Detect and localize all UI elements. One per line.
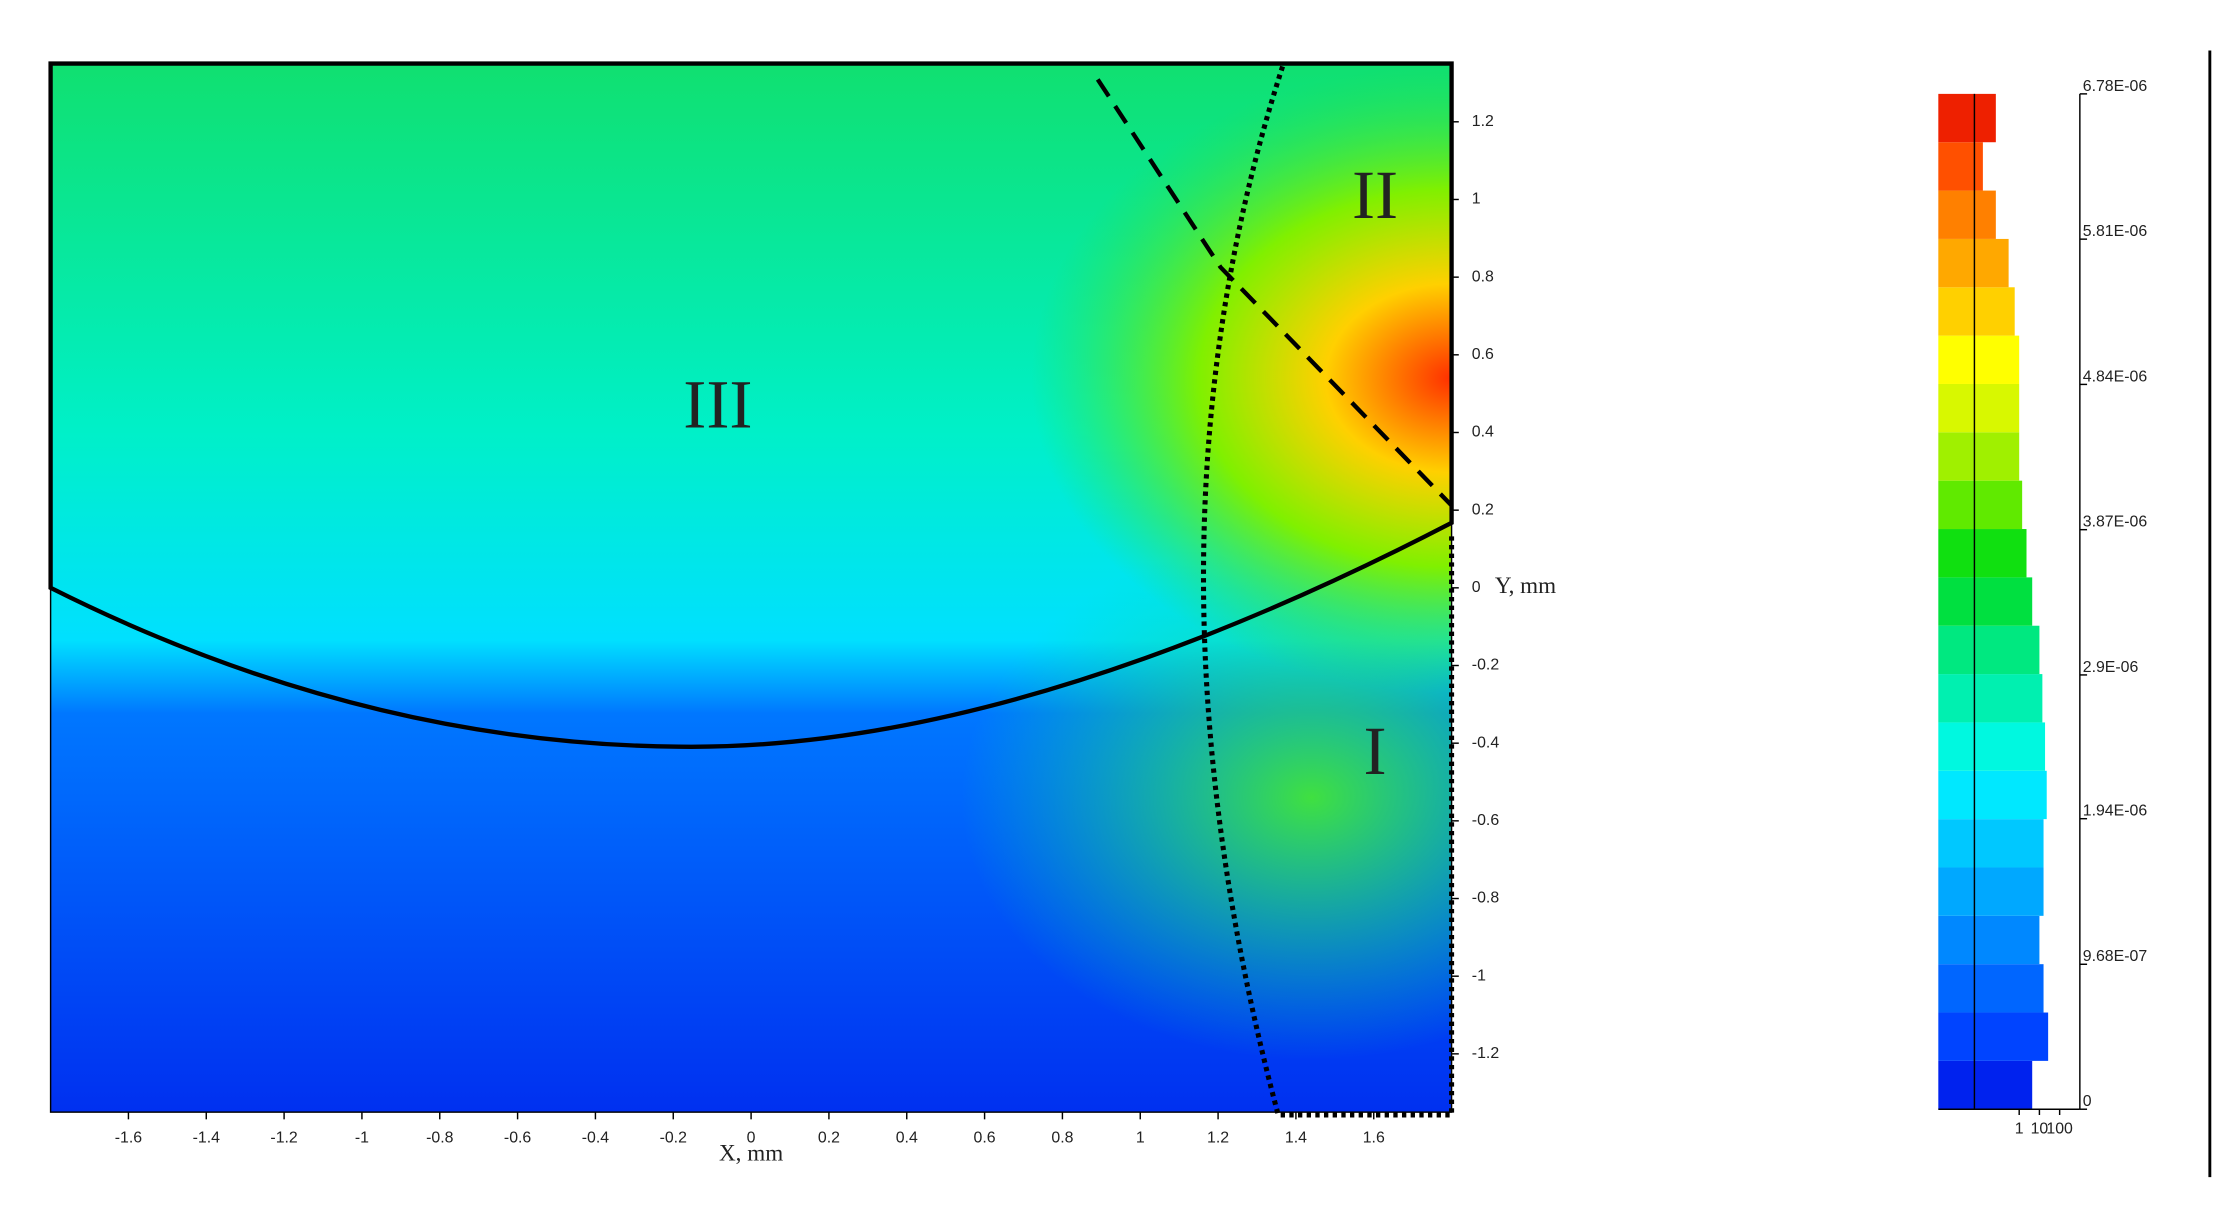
x-tick-label: 0.2	[818, 1129, 840, 1146]
colorbar-bar	[1938, 238, 2009, 288]
colorbar-bar	[1938, 480, 2023, 530]
x-tick-label: 1	[1136, 1129, 1145, 1146]
colorbar-tick-label: 5.81E-06	[2083, 223, 2148, 240]
x-tick-label: -0.4	[582, 1129, 610, 1146]
colorbar-bar	[1938, 529, 2027, 578]
x-tick-label: -1.2	[270, 1129, 298, 1146]
y-tick-label: 0.2	[1472, 501, 1494, 518]
colorbar-tick-label: 6.78E-06	[2083, 78, 2148, 95]
colorbar-bar	[1938, 335, 2020, 384]
x-tick-label: 1.6	[1363, 1129, 1385, 1146]
colorbar-tick-label: 2.9E-06	[2083, 659, 2139, 676]
colorbar-bar	[1938, 770, 2047, 820]
colorbar-bar	[1938, 625, 2040, 675]
x-tick-label: -0.8	[426, 1129, 454, 1146]
x-tick-label: 0.4	[896, 1129, 918, 1146]
colorbar-bar	[1938, 722, 2046, 771]
colorbar-bar	[1938, 577, 2033, 626]
colorbar-tick-label: 9.68E-07	[2083, 948, 2148, 965]
count-tick-label: 10	[2031, 1121, 2049, 1138]
region-boundary	[48, 61, 1454, 749]
x-tick-label: -0.6	[504, 1129, 532, 1146]
y-tick-label: 0.6	[1472, 346, 1494, 363]
dotted-boundary	[1200, 65, 1455, 1118]
x-axis-label: X, mm	[719, 1140, 783, 1166]
y-tick-label: 1	[1472, 191, 1481, 208]
colorbar-bar	[1938, 674, 2043, 723]
colorbar-bar	[1938, 915, 2040, 965]
count-tick-label: 100	[2046, 1121, 2073, 1138]
x-tick-label: -0.2	[660, 1129, 688, 1146]
y-axis-label: Y, mm	[1495, 572, 1556, 598]
y-tick-label: 0.4	[1472, 424, 1494, 441]
y-tick-label: 0	[1472, 579, 1481, 596]
colorbar-bar	[1938, 867, 2044, 916]
colorbar-bar	[1938, 1060, 2033, 1110]
y-tick-label: -0.2	[1472, 657, 1500, 674]
region-label: I	[1363, 712, 1386, 789]
y-tick-label: -0.4	[1472, 734, 1500, 751]
x-tick-label: 0.8	[1051, 1129, 1073, 1146]
y-tick-label: -0.6	[1472, 812, 1500, 829]
y-tick-label: 0.8	[1472, 268, 1494, 285]
colorbar-bar	[1938, 383, 2020, 433]
colorbar-bar	[1938, 1012, 2049, 1061]
colorbar-bar	[1938, 142, 1983, 191]
y-tick-label: -1	[1472, 967, 1486, 984]
x-tick-label: 1.4	[1285, 1129, 1307, 1146]
colorbar-bar	[1938, 432, 2020, 481]
x-tick-label: 0.6	[974, 1129, 996, 1146]
colorbar-tick-label: 4.84E-06	[2083, 368, 2148, 385]
colorbar-bar	[1938, 964, 2044, 1013]
colorbar-tick-label: 3.87E-06	[2083, 514, 2148, 531]
y-tick-label: -1.2	[1472, 1045, 1500, 1062]
y-tick-label: 1.2	[1472, 113, 1494, 130]
y-tick-label: -0.8	[1472, 890, 1500, 907]
region-label: II	[1352, 156, 1398, 233]
contour-field	[50, 63, 1452, 1113]
x-tick-label: -1	[355, 1129, 369, 1146]
x-tick-label: 1.2	[1207, 1129, 1229, 1146]
region-label: III	[683, 366, 752, 443]
dashed-boundary	[1095, 78, 1454, 508]
x-tick-label: -1.4	[193, 1129, 221, 1146]
colorbar-bar	[1938, 287, 2015, 336]
x-tick-label: -1.6	[115, 1129, 143, 1146]
colorbar-bar	[1938, 190, 1996, 239]
colorbar-bar	[1938, 93, 1996, 143]
colorbar-tick-label: 0	[2083, 1093, 2092, 1110]
colorbar-tick-label: 1.94E-06	[2083, 803, 2148, 820]
colorbar-bar	[1938, 819, 2044, 868]
x-tick-label: 0	[747, 1129, 756, 1146]
count-tick-label: 1	[2015, 1121, 2024, 1138]
